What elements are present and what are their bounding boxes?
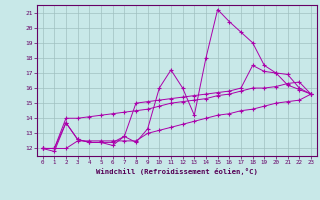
X-axis label: Windchill (Refroidissement éolien,°C): Windchill (Refroidissement éolien,°C) — [96, 168, 258, 175]
